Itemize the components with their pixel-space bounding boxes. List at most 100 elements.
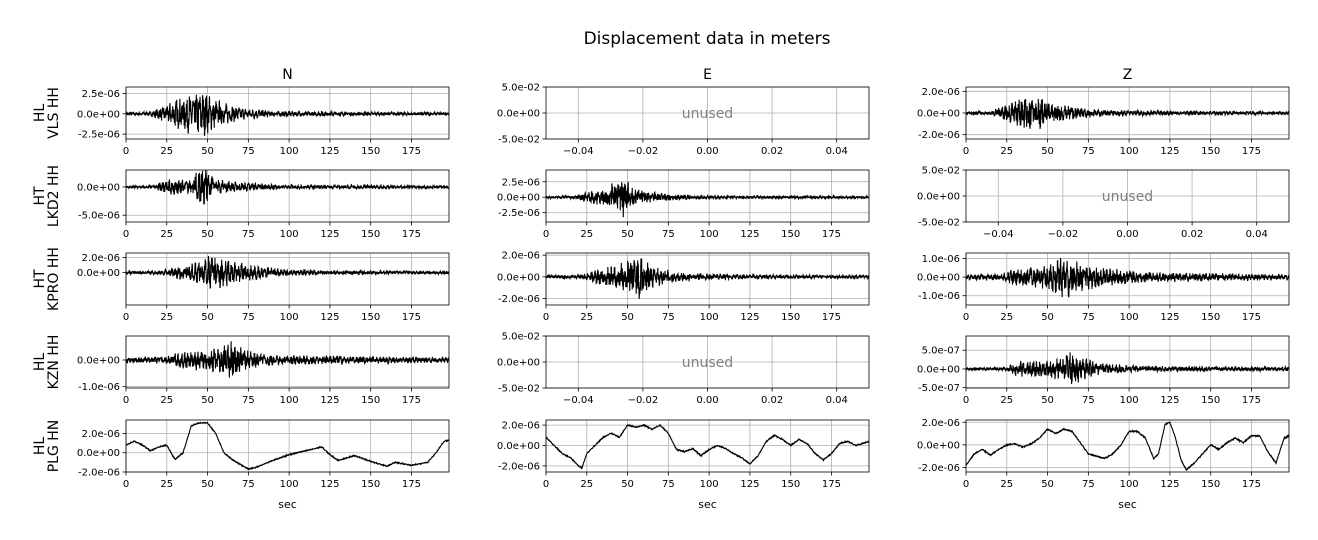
x-tick-label: 150 [781, 312, 800, 323]
axes-frame [125, 335, 450, 389]
x-tick-label: 175 [1242, 479, 1261, 490]
axes-frame [125, 169, 450, 223]
x-tick-label: 125 [320, 395, 339, 406]
x-tick-label: 100 [700, 229, 719, 240]
x-tick-label: 150 [1201, 479, 1220, 490]
waveform-line [966, 98, 1289, 129]
x-tick-label: 100 [280, 312, 299, 323]
x-tick-label: 0 [123, 395, 129, 406]
x-tick-label: 125 [1160, 312, 1179, 323]
y-tick-label: -5.0e-02 [498, 384, 540, 395]
y-tick-label: 2.0e-06 [82, 429, 120, 440]
x-tick-label: 150 [1201, 146, 1220, 157]
x-tick-label: 100 [700, 479, 719, 490]
y-tick-label: 0.0e+00 [497, 109, 540, 120]
x-tick-label: 0 [963, 312, 969, 323]
x-tick-label: 25 [160, 395, 173, 406]
x-tick-label: 125 [320, 479, 339, 490]
panel-vls-hh-z: Z 0 25 50 75 100 125 150 175 2.0e-06 0.0e+00 -2.0e-… [917, 67, 1290, 157]
x-tick-label: 75 [242, 395, 255, 406]
unused-label: unused [682, 355, 733, 371]
x-tick-label: 175 [822, 229, 841, 240]
y-tick-label: -5.0e-02 [498, 135, 540, 146]
y-tick-label: 5.0e-07 [922, 346, 960, 357]
x-tick-label: −0.04 [563, 146, 594, 157]
y-tick-label: 5.0e-02 [922, 166, 960, 177]
x-tick-label: 100 [1120, 479, 1139, 490]
station-label: VLS HH [46, 87, 62, 139]
x-tick-label: 150 [781, 229, 800, 240]
x-tick-label: 0.02 [761, 146, 783, 157]
x-axis-label: sec [698, 498, 717, 511]
x-tick-label: 0.00 [1116, 229, 1138, 240]
y-tick-label: -2.0e-06 [918, 130, 960, 141]
panel-lkd2-hh-n: 0 25 50 75 100 125 150 175 0.0e+00 -5.0e-06 [77, 169, 450, 240]
x-tick-label: 150 [361, 312, 380, 323]
x-tick-label: 50 [621, 229, 634, 240]
x-tick-label: 0.04 [1246, 229, 1268, 240]
x-tick-label: 25 [1000, 146, 1013, 157]
x-tick-label: 75 [242, 229, 255, 240]
x-tick-label: 75 [1082, 146, 1095, 157]
x-tick-label: 75 [662, 312, 675, 323]
x-tick-label: 25 [160, 229, 173, 240]
y-tick-label: -2.0e-06 [78, 468, 120, 479]
x-tick-label: 175 [822, 479, 841, 490]
axes-frame [125, 252, 450, 306]
network-label: HT [32, 186, 48, 206]
panel-kpro-hh-e: 0 25 50 75 100 125 150 175 2.0e-06 0.0e+00 -2.0e-0… [497, 251, 870, 323]
x-tick-label: 125 [320, 229, 339, 240]
x-tick-label: 150 [361, 479, 380, 490]
x-tick-label: 175 [402, 229, 421, 240]
x-tick-label: 75 [1082, 395, 1095, 406]
x-tick-label: −0.02 [628, 146, 659, 157]
y-tick-label: -1.0e-06 [918, 291, 960, 302]
network-label: HL [32, 353, 48, 372]
x-tick-label: 150 [361, 229, 380, 240]
x-tick-label: 125 [1160, 479, 1179, 490]
x-tick-label: 150 [361, 395, 380, 406]
y-tick-label: -2.0e-06 [498, 461, 540, 472]
x-tick-label: 0 [963, 146, 969, 157]
x-tick-label: 75 [662, 479, 675, 490]
x-tick-label: 50 [201, 479, 214, 490]
waveform-line [126, 341, 449, 378]
x-tick-label: 75 [1082, 312, 1095, 323]
x-tick-label: 175 [1242, 395, 1261, 406]
axes-frame [545, 169, 870, 223]
station-label: LKD2 HH [46, 165, 62, 227]
waveform-line [546, 258, 869, 299]
x-tick-label: 0.04 [826, 146, 848, 157]
y-tick-label: 2.0e-06 [82, 253, 120, 264]
x-tick-label: 0 [543, 312, 549, 323]
column-title: E [703, 67, 712, 83]
y-tick-label: -1.0e-06 [78, 382, 120, 393]
x-tick-label: 0.02 [1181, 229, 1203, 240]
axes-frame [545, 252, 870, 306]
x-tick-label: 0 [963, 395, 969, 406]
unused-label: unused [682, 106, 733, 122]
x-tick-label: 75 [242, 146, 255, 157]
panel-kpro-hh-z: 0 25 50 75 100 125 150 175 1.0e-06 0.0e+00 -1.0e-0… [917, 252, 1290, 323]
waveform-line [546, 423, 869, 470]
x-tick-label: 75 [242, 312, 255, 323]
y-tick-label: 1.0e-06 [922, 254, 960, 265]
x-tick-label: 100 [1120, 395, 1139, 406]
waveform-line [966, 352, 1289, 385]
panel-kzn-hh-e: unused −0.04 −0.02 0.00 0.02 0.04 5.0e-02 0.0e+… [497, 332, 870, 406]
x-tick-label: 0 [123, 146, 129, 157]
x-axis-label: sec [278, 498, 297, 511]
x-tick-label: 0 [123, 312, 129, 323]
station-label: PLG HN [46, 420, 62, 473]
x-tick-label: 50 [1041, 312, 1054, 323]
x-tick-label: 25 [1000, 479, 1013, 490]
x-tick-label: −0.04 [983, 229, 1014, 240]
y-tick-label: 0.0e+00 [77, 268, 120, 279]
y-tick-label: 5.0e-02 [502, 332, 540, 343]
waveform-line [966, 421, 1289, 471]
network-label: HL [32, 437, 48, 456]
x-tick-label: 125 [740, 479, 759, 490]
